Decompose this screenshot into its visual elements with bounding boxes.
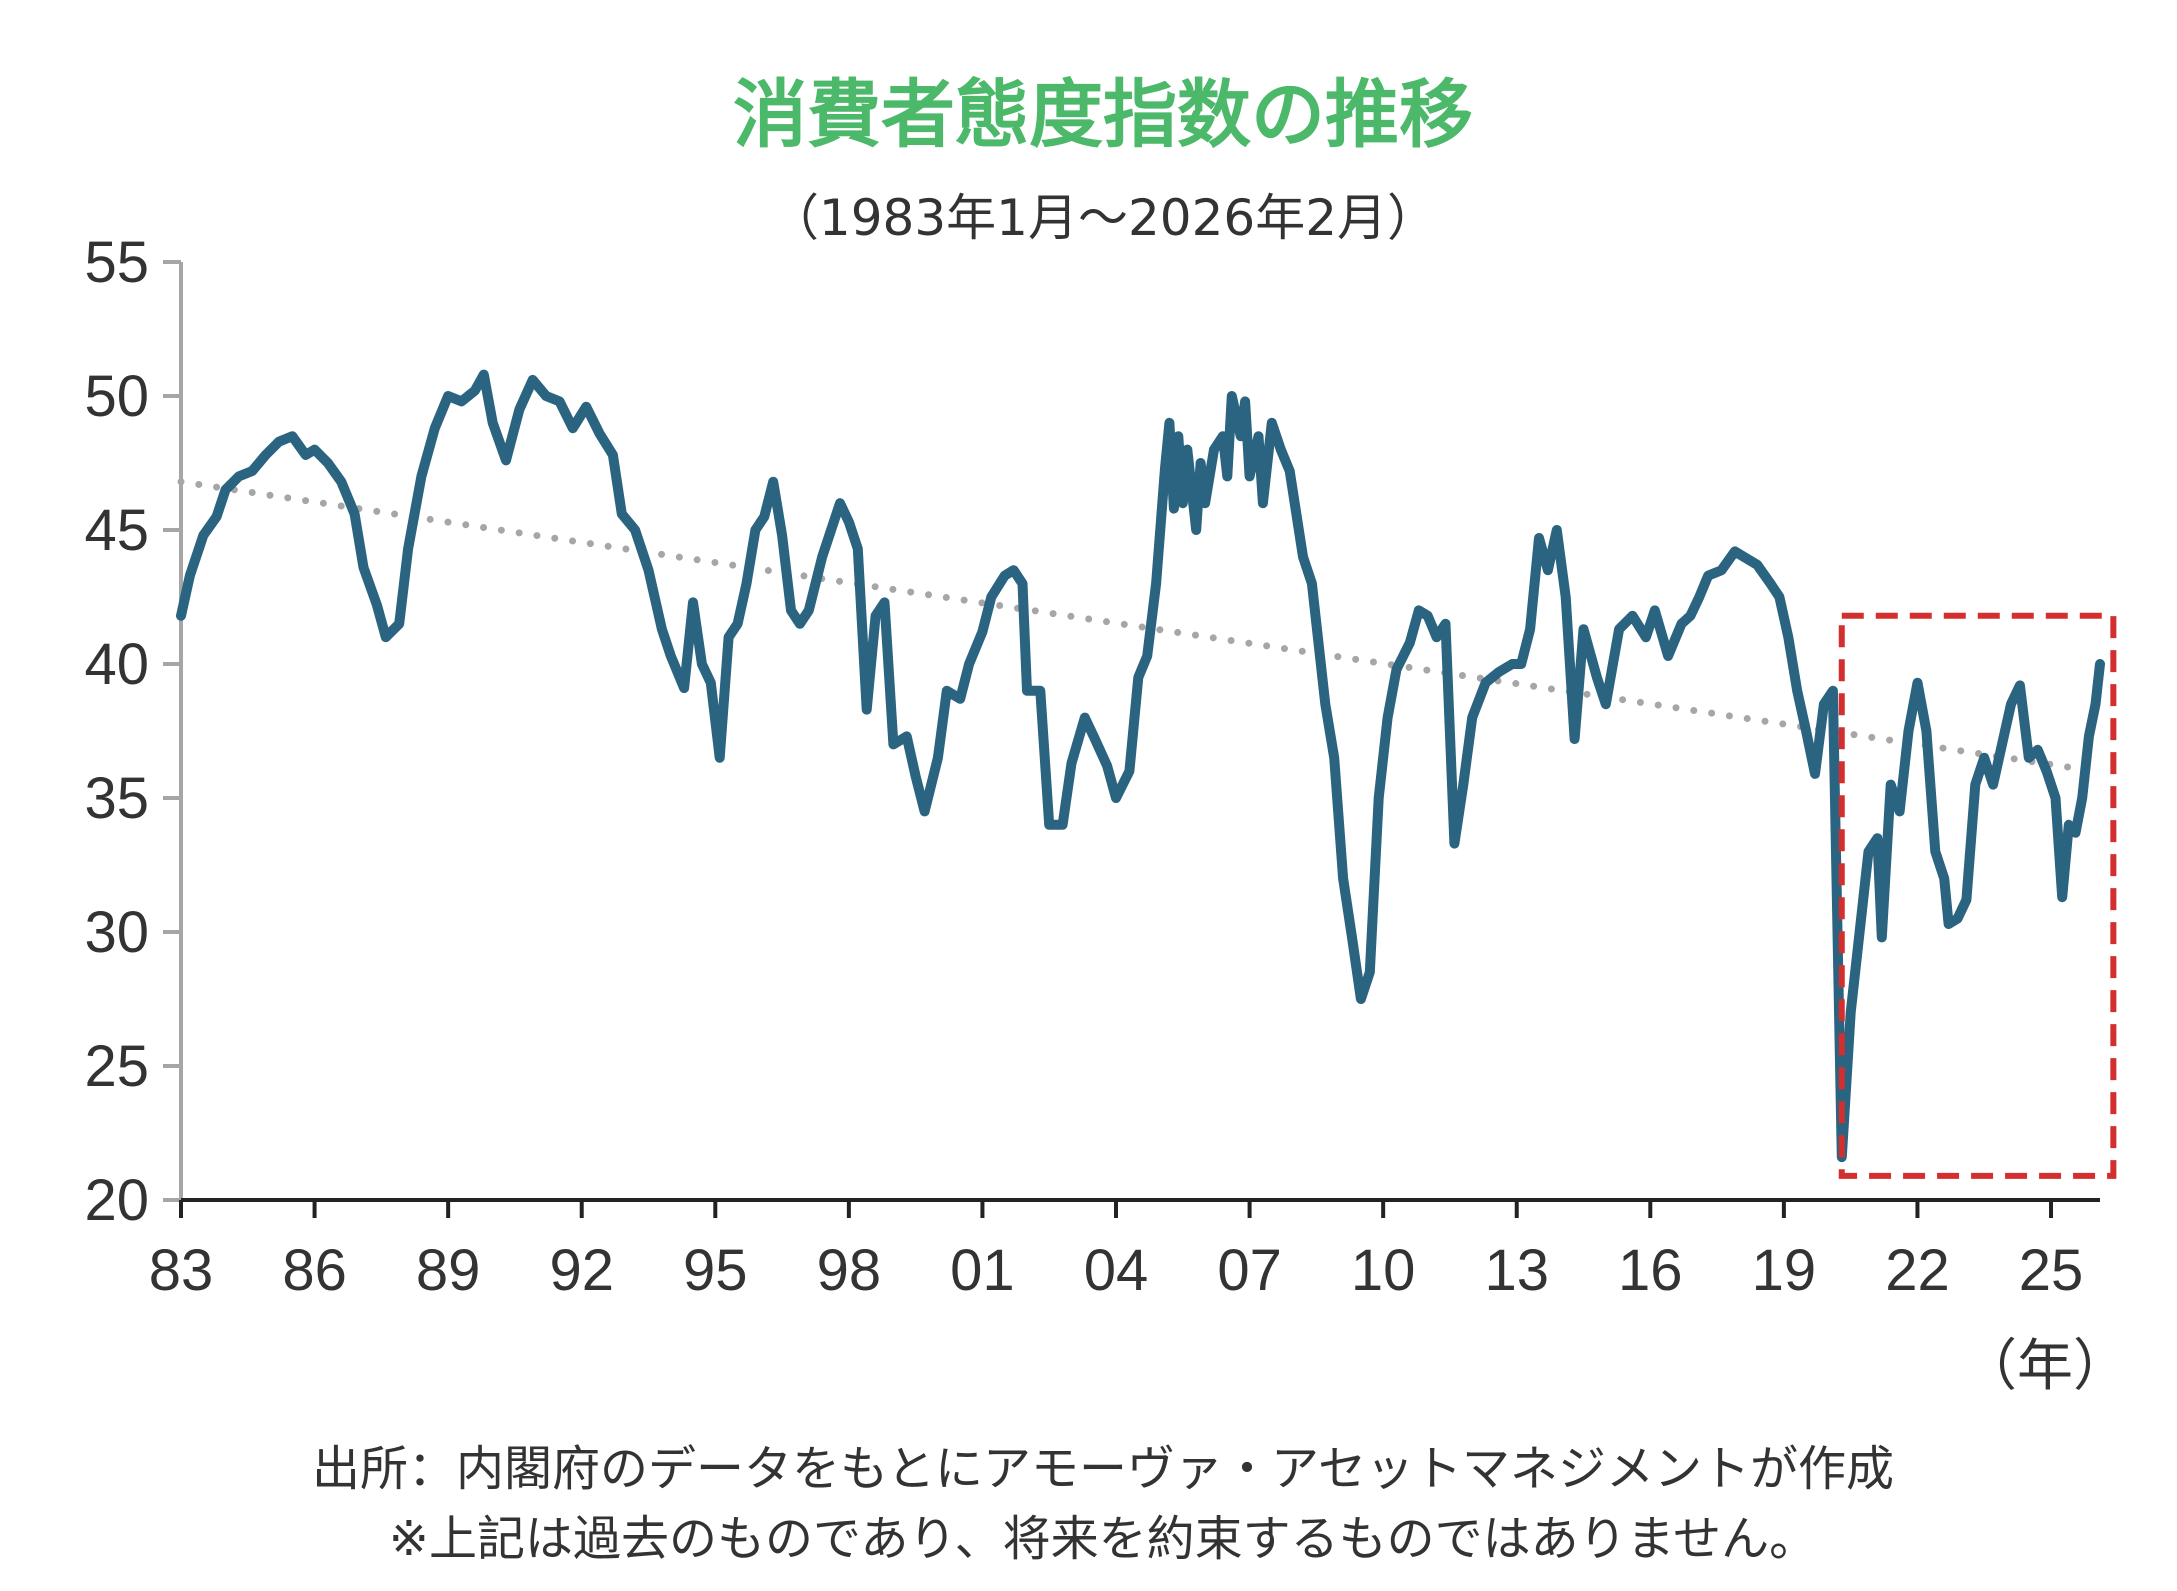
y-tick-label: 25 [84,1034,149,1099]
x-tick-label: 98 [817,1238,882,1303]
x-tick-label: 22 [1885,1238,1950,1303]
y-tick-label: 20 [84,1168,149,1233]
trend-layer [177,478,2100,775]
x-tick-label: 86 [282,1238,347,1303]
x-tick-label: 13 [1484,1238,1549,1303]
series-line [176,369,2105,1163]
y-tick-label: 50 [84,364,149,429]
y-axis: 20 25 30 35 40 45 50 55 [84,230,183,1233]
x-tick-label: 19 [1752,1238,1817,1303]
x-tick-label: 25 [2019,1238,2084,1303]
y-tick-label: 30 [84,900,149,965]
source-note: 出所：内閣府のデータをもとにアモーヴァ・アセットマネジメントが作成 [312,1441,1894,1497]
x-tick-label: 95 [683,1238,748,1303]
x-tick-label: 04 [1084,1238,1149,1303]
highlight-layer [1838,612,2117,1179]
y-tick-label: 55 [84,230,149,295]
x-axis: 83 86 89 92 95 98 01 04 07 10 13 16 19 22 25 [149,1198,2100,1303]
x-tick-label: 92 [549,1238,614,1303]
x-tick-label: 01 [950,1238,1015,1303]
y-tick-label: 35 [84,766,149,831]
chart-subtitle: （1983年1月～2026年2月） [769,189,1437,247]
highlight-box [1838,612,2117,1179]
disclaimer-note: ※上記は過去のものであり、将来を約束するものではありません。 [389,1511,1817,1567]
y-tick-label: 40 [84,632,149,697]
series-layer [176,369,2105,1163]
x-tick-label: 07 [1217,1238,1282,1303]
x-axis-unit-label: （年） [1961,1334,2129,1399]
trend-line [177,478,2100,775]
x-tick-label: 83 [149,1238,214,1303]
x-tick-label: 89 [416,1238,481,1303]
x-tick-label: 16 [1618,1238,1683,1303]
x-tick-label: 10 [1351,1238,1416,1303]
chart-title: 消費者態度指数の推移 [733,72,1473,158]
y-tick-label: 45 [84,498,149,563]
